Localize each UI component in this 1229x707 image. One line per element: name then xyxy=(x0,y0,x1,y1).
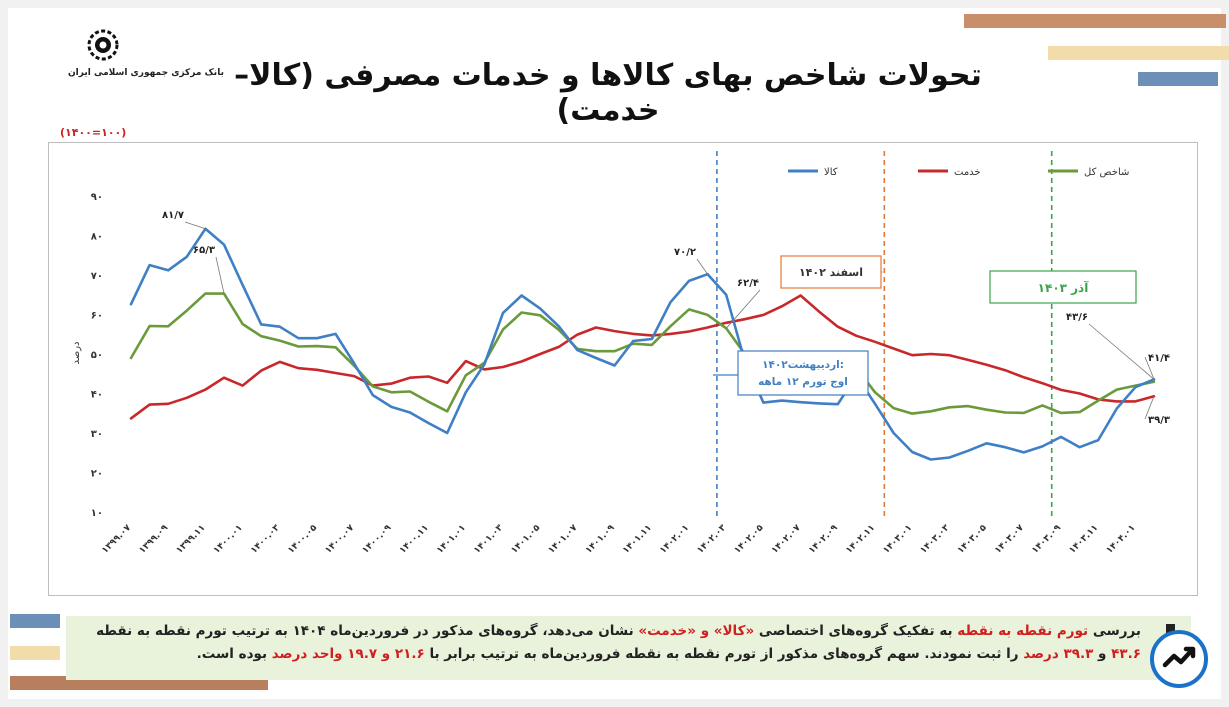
line-chart: ۱۰ ۲۰ ۳۰ ۴۰ ۵۰ ۶۰ ۷۰ ۸۰ ۹۰ درصد ۱۳۹۹.۰۷ ۱۳۹۹.۰۹ ۱۳۹۹… xyxy=(71,151,1170,556)
x-tick-label: ۱۴۰۳.۰۷ xyxy=(993,523,1026,556)
cbi-logo-icon xyxy=(87,29,119,61)
annotation-label-7: ۳۹/۳ xyxy=(1148,415,1170,426)
x-tick-label: ۱۳۹۹.۱۱ xyxy=(175,523,208,556)
x-tick-label: ۱۴۰۲.۰۱ xyxy=(658,523,691,556)
y-tick-label: ۸۰ xyxy=(91,232,103,243)
x-tick-label: ۱۴۰۰.۰۱ xyxy=(212,523,245,556)
annotation-leader-1 xyxy=(184,221,206,230)
event-box-3 xyxy=(989,270,1137,304)
event-box-1-label: اردیبهشت۱۴۰۲: xyxy=(762,359,844,371)
legend-label-khedmat: خدمت xyxy=(954,167,981,178)
footer-text-1: بررسی xyxy=(1092,623,1141,639)
y-axis-label: درصد xyxy=(71,341,82,364)
x-tick-label: ۱۴۰۳.۰۵ xyxy=(956,523,989,556)
footer-highlight-4: ۳۹.۳ درصد xyxy=(1023,646,1094,662)
deco-strip-top-2 xyxy=(1048,46,1229,60)
x-tick-label: ۱۴۰۲.۰۹ xyxy=(807,523,840,556)
annotation-label-3: ۷۰/۲ xyxy=(674,247,696,258)
annotation-leader-4 xyxy=(725,289,761,329)
base-year-note: (۱۴۰۰=۱۰۰) xyxy=(60,126,127,139)
footer-highlight-3: ۴۳.۶ xyxy=(1111,646,1141,662)
footer-text-4: و xyxy=(1098,646,1107,662)
x-tick-label: ۱۳۹۹.۰۷ xyxy=(100,523,133,556)
x-tick-label: ۱۴۰۱.۰۹ xyxy=(584,523,617,556)
annotation-label-5: ۴۳/۶ xyxy=(1066,312,1088,323)
legend-label-kol: شاخص کل xyxy=(1084,167,1129,178)
x-tick-label: ۱۴۰۲.۰۳ xyxy=(696,523,729,556)
x-tick-label: ۱۴۰۰.۰۹ xyxy=(361,523,394,556)
y-tick-label: ۱۰ xyxy=(91,508,103,519)
annotation-label-1: ۸۱/۷ xyxy=(162,210,184,221)
x-tick-label: ۱۴۰۱.۰۵ xyxy=(510,523,543,556)
x-tick-label: ۱۳۹۹.۰۹ xyxy=(138,523,171,556)
y-tick-label: ۲۰ xyxy=(91,469,103,480)
trend-badge-icon xyxy=(1162,646,1196,668)
x-tick-label: ۱۴۰۳.۰۳ xyxy=(919,523,952,556)
annotation-leader-5 xyxy=(1088,323,1155,380)
bullet-icon xyxy=(1166,624,1175,633)
trend-badge xyxy=(1150,630,1208,688)
x-tick-label: ۱۴۰۳.۰۱ xyxy=(882,523,915,556)
x-tick-label: ۱۴۰۰.۰۳ xyxy=(249,523,282,556)
y-tick-label: ۴۰ xyxy=(91,390,103,401)
x-tick-label: ۱۴۰۰.۰۷ xyxy=(324,523,357,556)
deco-strip-top-3 xyxy=(1138,72,1218,86)
y-tick-label: ۶۰ xyxy=(91,311,103,322)
cbi-logo: بانک مرکزی جمهوری اسلامی ایران xyxy=(68,28,224,78)
annotation-leader-3 xyxy=(696,258,708,275)
x-tick-label: ۱۴۰۳.۰۹ xyxy=(1030,523,1063,556)
x-tick-label: ۱۴۰۴.۰۱ xyxy=(1105,523,1138,556)
x-tick-label: ۱۴۰۲.۰۵ xyxy=(733,523,766,556)
event-box-1-label: اوج تورم ۱۲ ماهه xyxy=(758,376,848,388)
event-box-3-label: آذر ۱۴۰۳ xyxy=(1038,280,1090,295)
x-tick-label: ۱۴۰۱.۰۷ xyxy=(547,523,580,556)
series-line-kol xyxy=(129,292,1156,415)
footer-text-3: نشان می‌دهد، گروه‌های مذکور در فروردین‌م… xyxy=(96,623,634,639)
annotation-label-4: ۶۲/۴ xyxy=(737,278,759,289)
annotation-label-2: ۶۵/۳ xyxy=(193,245,215,256)
x-tick-label: ۱۴۰۱.۰۱ xyxy=(435,523,468,556)
chart-frame: ۱۰ ۲۰ ۳۰ ۴۰ ۵۰ ۶۰ ۷۰ ۸۰ ۹۰ درصد ۱۳۹۹.۰۷ ۱۳۹۹.۰۹ ۱۳۹۹… xyxy=(48,142,1198,596)
footer-highlight-2: «کالا» و «خدمت» xyxy=(638,623,755,639)
x-tick-label: ۱۴۰۱.۰۳ xyxy=(472,523,505,556)
event-box-1 xyxy=(737,350,869,396)
y-tick-label: ۷۰ xyxy=(91,271,103,282)
footer-text-2: به تفکیک گروه‌های اختصاصی xyxy=(758,623,953,639)
x-tick-label: ۱۴۰۰.۱۱ xyxy=(398,523,431,556)
y-tick-label: ۳۰ xyxy=(91,429,103,440)
footer-text-5: را ثبت نمودند. سهم گروه‌های مذکور از تور… xyxy=(429,646,1019,662)
deco-strip-top-1 xyxy=(964,14,1226,28)
footer-highlight-1: تورم نقطه به نقطه xyxy=(957,623,1089,639)
series-line-khedmat xyxy=(129,294,1156,420)
legend-label-kala: کالا xyxy=(824,167,838,178)
series-line-kala xyxy=(129,227,1156,461)
deco-strip-bottom-1 xyxy=(10,614,60,628)
page-title: تحولات شاخص بهای کالاها و خدمات مصرفی (ک… xyxy=(234,58,982,128)
y-tick-label: ۹۰ xyxy=(91,192,103,203)
annotation-leader-7 xyxy=(1144,396,1155,420)
y-tick-label: ۵۰ xyxy=(91,350,103,361)
annotation-leader-6 xyxy=(1144,356,1155,380)
slide: بانک مرکزی جمهوری اسلامی ایران تحولات شا… xyxy=(8,8,1229,699)
x-tick-label: ۱۴۰۲.۱۱ xyxy=(844,523,877,556)
deco-strip-bottom-2 xyxy=(10,646,60,660)
footer-text-6: بوده است. xyxy=(196,646,268,662)
x-tick-label: ۱۴۰۳.۱۱ xyxy=(1068,523,1101,556)
footer-highlight-5: ۲۱.۶ و ۱۹.۷ واحد درصد xyxy=(271,646,425,662)
annotation-leader-2 xyxy=(215,256,225,294)
annotation-label-6: ۴۱/۴ xyxy=(1148,353,1170,364)
x-tick-label: ۱۴۰۰.۰۵ xyxy=(286,523,319,556)
logo-caption: بانک مرکزی جمهوری اسلامی ایران xyxy=(68,68,224,78)
x-tick-label: ۱۴۰۲.۰۷ xyxy=(770,523,803,556)
event-box-2-label: اسفند ۱۴۰۲ xyxy=(799,266,863,279)
footer-summary: بررسی تورم نقطه به نقطه به تفکیک گروه‌ها… xyxy=(66,616,1191,680)
x-tick-label: ۱۴۰۱.۱۱ xyxy=(621,523,654,556)
